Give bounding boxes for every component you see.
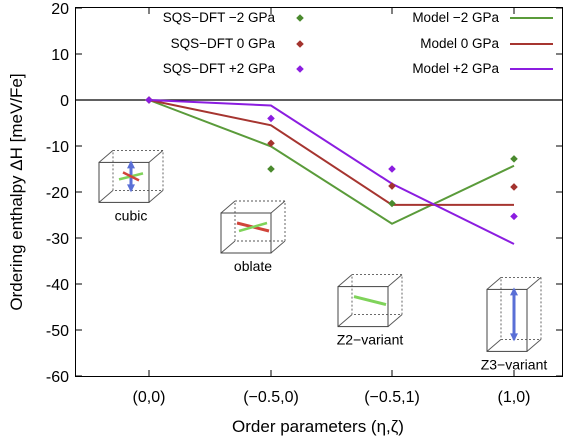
cell-back-face xyxy=(112,149,164,191)
y-tick-label: 0 xyxy=(60,93,69,110)
y-axis: 20 10 0 -10 -20 -30 -40 -50 -60 xyxy=(46,1,562,386)
crystal-cell-inset: oblate xyxy=(220,200,286,274)
legend-label: SQS−DFT +2 GPa xyxy=(163,61,276,76)
cell-edge xyxy=(220,200,236,214)
y-tick-label: 10 xyxy=(51,47,69,64)
cell-arrow-head xyxy=(127,184,135,193)
cell-edge xyxy=(98,190,114,203)
cell-edge xyxy=(387,314,403,327)
y-tick-label: -40 xyxy=(46,277,69,294)
legend-marker xyxy=(296,14,304,22)
inset-label: Z3−variant xyxy=(481,356,548,372)
data-point xyxy=(510,155,518,163)
inset-layer: cubic oblate Z2−variant Z3−variant xyxy=(98,149,548,372)
cell-arrow xyxy=(238,221,268,233)
cell-front-face xyxy=(337,286,389,328)
cell-edge xyxy=(526,339,542,352)
legend-label: Model −2 GPa xyxy=(412,10,499,25)
data-point xyxy=(388,165,396,173)
cell-edge xyxy=(337,274,353,287)
x-axis-label: Order parameters (η,ζ) xyxy=(232,417,404,436)
crystal-cell-inset: cubic xyxy=(98,149,164,223)
cell-edge xyxy=(387,274,403,287)
y-tick-label: -60 xyxy=(46,369,69,386)
data-point xyxy=(145,96,153,104)
cell-front-face xyxy=(486,288,528,352)
y-tick-label: -30 xyxy=(46,231,69,248)
cell-front-face xyxy=(220,212,272,254)
cell-edge xyxy=(486,339,502,352)
inset-label: Z2−variant xyxy=(337,332,404,348)
inset-label: cubic xyxy=(115,207,148,223)
cell-arrow-head xyxy=(510,333,518,342)
x-axis: (0,0) (−0.5,0) (−0.5,1) (1,0) xyxy=(133,8,531,406)
series-points-layer xyxy=(145,96,518,221)
legend-marker xyxy=(296,40,304,48)
data-point xyxy=(267,165,275,173)
cell-arrow-head xyxy=(510,287,518,296)
series-lines-layer xyxy=(148,99,515,245)
x-tick-label: (1,0) xyxy=(498,389,531,406)
x-tick-label: (−0.5,0) xyxy=(243,389,299,406)
legend-label: SQS−DFT 0 GPa xyxy=(171,36,276,51)
legend-marker xyxy=(296,65,304,73)
plot-frame xyxy=(75,7,563,377)
cell-front-face xyxy=(98,161,150,203)
data-point xyxy=(267,139,275,148)
cell-edge xyxy=(270,240,286,254)
cell-back-face xyxy=(500,276,542,340)
data-point xyxy=(510,212,518,221)
inset-label: oblate xyxy=(234,258,272,274)
cell-back-face xyxy=(234,200,286,242)
legend-label: SQS−DFT −2 GPa xyxy=(163,10,276,25)
y-tick-label: 20 xyxy=(51,1,69,18)
cell-edge xyxy=(148,150,164,163)
x-tick-label: (−0.5,1) xyxy=(364,389,420,406)
data-point xyxy=(388,182,396,190)
cell-edge xyxy=(486,277,502,290)
cell-edge xyxy=(98,150,114,163)
cell-arrow-head xyxy=(127,160,135,169)
cell-back-face xyxy=(351,274,403,316)
crystal-cell-inset: Z3−variant xyxy=(481,276,548,372)
x-tick-label: (0,0) xyxy=(133,389,166,406)
cell-edge xyxy=(337,314,353,327)
legend-label: Model 0 GPa xyxy=(420,36,499,51)
y-tick-label: -10 xyxy=(46,139,69,156)
cell-edge xyxy=(270,200,286,214)
series-line xyxy=(148,99,515,245)
cell-edge xyxy=(148,190,164,203)
cell-edge xyxy=(526,277,542,290)
cell-edge xyxy=(220,240,236,254)
legend-label: Model +2 GPa xyxy=(412,61,499,76)
data-point xyxy=(510,183,518,191)
cell-arrow xyxy=(353,295,387,307)
data-point xyxy=(267,114,275,123)
y-axis-label: Ordering enthalpy ΔH [meV/Fe] xyxy=(7,73,26,310)
crystal-cell-inset: Z2−variant xyxy=(337,274,404,348)
y-tick-label: -50 xyxy=(46,323,69,340)
legend: SQS−DFT −2 GPa SQS−DFT 0 GPa SQS−DFT +2 GP… xyxy=(163,10,553,76)
series-line xyxy=(148,99,515,225)
cell-arrow xyxy=(122,171,140,182)
series-line xyxy=(148,99,514,206)
data-point xyxy=(388,199,396,208)
y-tick-label: -20 xyxy=(46,185,69,202)
